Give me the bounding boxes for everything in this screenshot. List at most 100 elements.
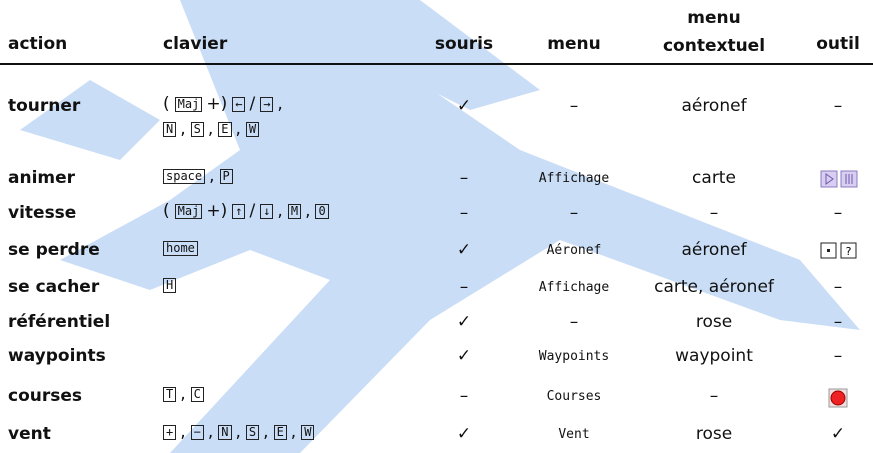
key-separator: , xyxy=(263,422,269,442)
key: N xyxy=(163,122,177,137)
header-text: contextuel xyxy=(662,36,766,56)
souris-cell: ✓ xyxy=(456,96,472,116)
key-line: space, P xyxy=(163,164,237,189)
menu-cell: – xyxy=(569,203,579,223)
context-menu-cell: rose xyxy=(695,424,733,444)
key: ↓ xyxy=(260,204,274,219)
context-menu-cell: – xyxy=(709,203,719,223)
menu-cell: Affichage xyxy=(538,280,610,295)
context-menu-cell: carte xyxy=(692,168,736,188)
header-clavier: clavier xyxy=(163,34,228,54)
header-action: action xyxy=(8,34,68,54)
key: 0 xyxy=(315,204,329,219)
clavier-cell: (Maj +) ← / →, N, S, E, W xyxy=(163,92,288,142)
key: ← xyxy=(232,97,246,112)
action-cell: se cacher xyxy=(8,277,100,297)
context-menu-cell: – xyxy=(709,386,719,406)
key-line: (Maj +) ↑ / ↓, M, 0 xyxy=(163,199,333,224)
menu-cell: Courses xyxy=(546,389,602,404)
outil-cell: – xyxy=(833,96,843,116)
key: − xyxy=(190,425,204,440)
key-separator: +) xyxy=(206,201,228,221)
souris-cell: ✓ xyxy=(456,240,472,260)
action-cell: se perdre xyxy=(8,240,100,260)
outil-cell: ✓ xyxy=(830,424,846,444)
key-separator: / xyxy=(249,94,256,114)
souris-cell: ✓ xyxy=(456,424,472,444)
locate-icons: ? xyxy=(820,242,857,259)
key: E xyxy=(273,425,287,440)
action-cell: vent xyxy=(8,424,51,444)
key-separator: , xyxy=(290,422,297,442)
key: W xyxy=(301,425,315,440)
key: E xyxy=(218,122,232,137)
key: H xyxy=(163,278,177,293)
key-separator: , xyxy=(277,201,283,221)
header-contextuel: menu contextuel xyxy=(663,4,765,60)
action-cell: animer xyxy=(8,168,76,188)
clavier-cell: +, −, N, S, E, W xyxy=(163,420,318,445)
context-menu-cell: waypoint xyxy=(675,346,753,366)
action-cell: tourner xyxy=(8,96,81,116)
menu-cell: – xyxy=(569,312,579,332)
key-separator: , xyxy=(277,94,283,114)
key: W xyxy=(245,122,260,137)
key: C xyxy=(190,387,204,402)
header-rule xyxy=(0,63,873,65)
action-cell: vitesse xyxy=(8,203,77,223)
key: M xyxy=(287,204,302,219)
key: S xyxy=(190,122,204,137)
clavier-cell: (Maj +) ↑ / ↓, M, 0 xyxy=(163,199,333,224)
outil-cell: – xyxy=(833,312,843,332)
key-separator: , xyxy=(207,422,214,442)
key-line: +, −, N, S, E, W xyxy=(163,420,318,445)
clavier-cell: space, P xyxy=(163,164,237,189)
context-menu-cell: rose xyxy=(695,312,733,332)
outil-cell: – xyxy=(833,203,843,223)
clavier-cell: home xyxy=(163,236,202,261)
action-cell: référentiel xyxy=(8,312,111,332)
action-cell: waypoints xyxy=(8,346,106,366)
menu-cell: – xyxy=(569,96,579,116)
key-separator: +) xyxy=(206,94,228,114)
key-separator: , xyxy=(235,422,241,442)
key-line: H xyxy=(163,273,180,298)
key: + xyxy=(163,425,177,440)
clavier-cell: H xyxy=(163,273,180,298)
header-menu: menu xyxy=(547,34,601,54)
menu-cell: Waypoints xyxy=(538,349,610,364)
play-pause-icons xyxy=(820,170,858,188)
outil-cell: – xyxy=(833,346,843,366)
key: home xyxy=(163,241,198,256)
menu-cell: Aéronef xyxy=(546,243,602,258)
key-line: (Maj +) ← / →, xyxy=(163,92,288,117)
key-separator: , xyxy=(207,119,214,139)
header-outil: outil xyxy=(816,34,860,54)
key-separator: , xyxy=(180,384,186,404)
key: T xyxy=(163,387,177,402)
souris-cell: – xyxy=(459,277,469,297)
key: Maj xyxy=(174,204,203,219)
key-line: home xyxy=(163,236,202,261)
key: N xyxy=(218,425,232,440)
souris-cell: – xyxy=(459,203,469,223)
context-menu-cell: carte, aéronef xyxy=(654,277,774,297)
souris-cell: – xyxy=(459,168,469,188)
souris-cell: ✓ xyxy=(456,346,472,366)
context-menu-cell: aéronef xyxy=(681,96,747,116)
key-separator: , xyxy=(235,119,241,139)
key-separator: ( xyxy=(163,201,170,221)
svg-text:?: ? xyxy=(846,245,852,258)
clavier-cell: T, C xyxy=(163,382,208,407)
outil-cell: – xyxy=(833,277,843,297)
record-icon xyxy=(828,388,848,408)
key: → xyxy=(260,97,274,112)
key: P xyxy=(219,169,233,184)
header-souris: souris xyxy=(434,34,494,54)
menu-cell: Affichage xyxy=(538,171,610,186)
key-line: N,S,E,W xyxy=(163,117,288,142)
context-menu-cell: aéronef xyxy=(681,240,747,260)
key: Maj xyxy=(174,97,203,112)
